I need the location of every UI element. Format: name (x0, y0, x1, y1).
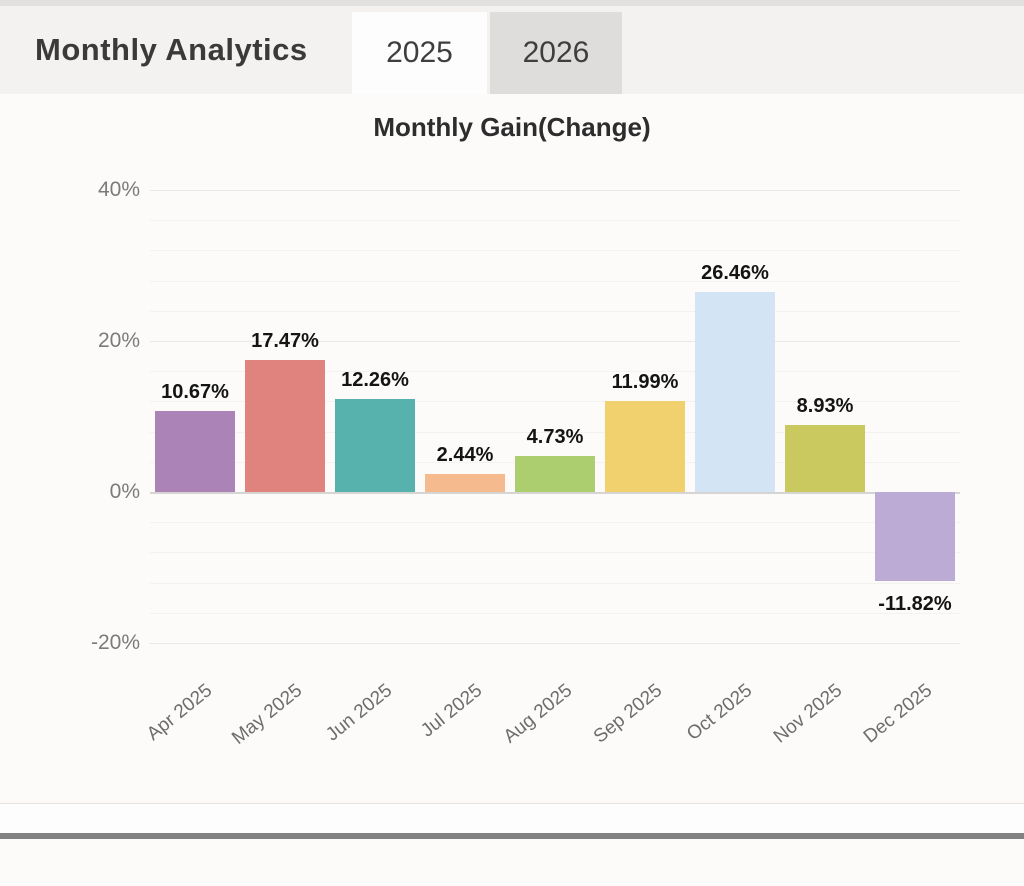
bar-aug-2025[interactable] (515, 456, 595, 492)
bar-sep-2025[interactable] (605, 401, 685, 492)
tab-2025[interactable]: 2025 (352, 12, 487, 94)
gridline (150, 613, 960, 614)
gridline (150, 371, 960, 372)
bar-value-label-oct-2025: 26.46% (701, 262, 769, 284)
bar-value-label-jun-2025: 12.26% (341, 369, 409, 391)
gridline (150, 583, 960, 584)
plot-region: 40% 20% 0% -20% 10.67% Apr 2025 17.47% May 2025… (0, 94, 1024, 803)
gridline (150, 432, 960, 433)
bar-value-label-nov-2025: 8.93% (796, 395, 854, 417)
bar-may-2025[interactable] (245, 360, 325, 492)
bar-dec-2025[interactable] (875, 492, 955, 581)
chart-title: Monthly Gain(Change) (373, 112, 651, 142)
bar-nov-2025[interactable] (785, 425, 865, 492)
gridline (150, 190, 960, 191)
bar-value-label-may-2025: 17.47% (251, 330, 319, 352)
footer (0, 803, 1024, 833)
y-axis-label: 0% (109, 480, 140, 503)
bar-value-label-jul-2025: 2.44% (436, 444, 494, 466)
chart-area: Monthly Gain(Change) 40% 20% 0% -20% 10.67% A… (0, 94, 1024, 803)
bar-value-label-apr-2025: 10.67% (161, 381, 229, 403)
tab-2026[interactable]: 2026 (490, 12, 622, 94)
y-axis-label: 20% (97, 329, 140, 352)
app-title: Monthly Analytics (35, 32, 308, 67)
gridline (150, 401, 960, 402)
bar-value-label-dec-2025: -11.82% (878, 593, 952, 615)
gridline (150, 341, 960, 342)
zero-gridline (150, 492, 960, 494)
gridline (150, 281, 960, 282)
gridline (150, 643, 960, 644)
bar-value-label-sep-2025: 11.99% (611, 371, 679, 393)
bar-apr-2025[interactable] (155, 411, 235, 492)
bar-value-label-aug-2025: 4.73% (526, 426, 584, 448)
app-header: Monthly Analytics 2025 2026 (0, 6, 1024, 94)
gridline (150, 220, 960, 221)
bar-jun-2025[interactable] (335, 399, 415, 492)
bar-oct-2025[interactable] (695, 292, 775, 492)
gridline (150, 250, 960, 251)
bottom-bar (0, 833, 1024, 839)
gridline (150, 522, 960, 523)
bar-jul-2025[interactable] (425, 474, 505, 492)
y-axis-label: 40% (97, 178, 140, 201)
y-axis-label: -20% (90, 631, 140, 654)
top-strip (0, 0, 1024, 6)
gridline (150, 552, 960, 553)
gridline (150, 311, 960, 312)
